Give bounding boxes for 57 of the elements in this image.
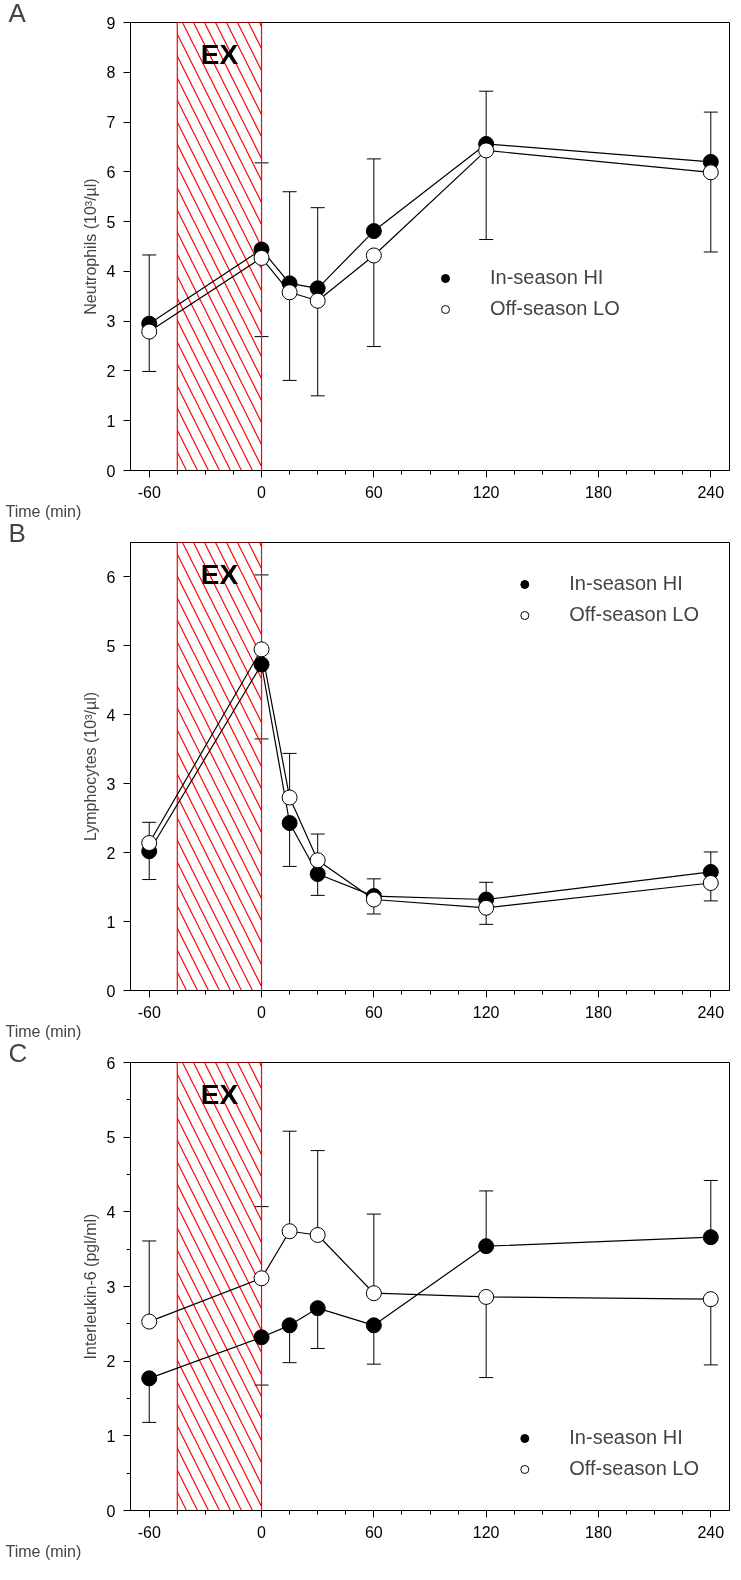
legend-label: In-season HI	[490, 266, 604, 289]
y-tick-label: 6	[106, 1054, 116, 1072]
x-tick-label: 240	[697, 1003, 725, 1021]
x-tick-label: 240	[697, 1523, 725, 1541]
y-tick-label: 5	[106, 213, 116, 231]
x-tick-label: -60	[137, 1003, 161, 1021]
y-tick-label: 0	[106, 1502, 116, 1520]
y-tick-label: 2	[106, 362, 116, 380]
y-tick-label: 1	[106, 412, 116, 430]
y-tick-label: 2	[106, 1353, 116, 1371]
x-tick-label: 60	[364, 1523, 383, 1541]
x-axis-title: Time (min)	[5, 502, 82, 520]
y-tick-label: 0	[106, 462, 116, 480]
x-tick-label: 120	[472, 1523, 500, 1541]
y-tick-label: 0	[106, 982, 116, 1000]
y-tick-label: 6	[106, 568, 116, 586]
y-tick-label: 7	[106, 114, 116, 132]
x-tick-label: 0	[257, 483, 267, 501]
x-tick-label: 0	[257, 1003, 267, 1021]
x-tick-label: 180	[585, 1523, 612, 1541]
x-tick-label: 60	[364, 483, 383, 501]
x-axis-title: Time (min)	[5, 1022, 82, 1040]
y-tick-label: 1	[106, 913, 116, 931]
x-axis-title: Time (min)	[5, 1542, 82, 1560]
y-tick-label: 4	[106, 706, 116, 724]
x-tick-label: -60	[137, 1523, 161, 1541]
x-tick-label: 240	[697, 483, 725, 501]
x-tick-label: 120	[472, 1003, 500, 1021]
y-tick-label: 2	[106, 844, 116, 862]
chart-title: A	[8, 0, 27, 28]
y-tick-label: 4	[106, 263, 116, 281]
x-tick-label: 120	[472, 483, 500, 501]
y-tick-label: 5	[106, 1129, 116, 1147]
legend-label: Off-season LO	[569, 1457, 699, 1480]
y-axis-title: Lymphocytes (10³/µl)	[81, 691, 99, 842]
y-tick-label: 3	[106, 775, 116, 793]
y-axis-title: Neutrophils (10³/µl)	[81, 178, 99, 315]
y-tick-label: 4	[106, 1203, 116, 1221]
y-tick-label: 3	[106, 1278, 116, 1296]
y-axis-title: Interleukin-6 (pgl/ml)	[81, 1213, 99, 1360]
x-tick-label: 180	[585, 1003, 612, 1021]
y-tick-label: 1	[106, 1427, 116, 1445]
legend-label: Off-season LO	[490, 297, 620, 320]
y-tick-label: 5	[106, 637, 116, 655]
chart-title: B	[8, 517, 26, 548]
y-tick-label: 6	[106, 163, 116, 181]
x-tick-label: -60	[137, 483, 161, 501]
x-tick-label: 0	[257, 1523, 267, 1541]
y-tick-label: 9	[106, 14, 116, 32]
x-tick-label: 180	[585, 483, 612, 501]
y-tick-label: 3	[106, 313, 116, 331]
chart-title: C	[8, 1037, 28, 1068]
legend-label: In-season HI	[569, 572, 683, 595]
legend-label: In-season HI	[569, 1426, 683, 1449]
y-tick-label: 8	[106, 64, 116, 82]
legend-label: Off-season LO	[569, 603, 699, 626]
x-tick-label: 60	[364, 1003, 383, 1021]
